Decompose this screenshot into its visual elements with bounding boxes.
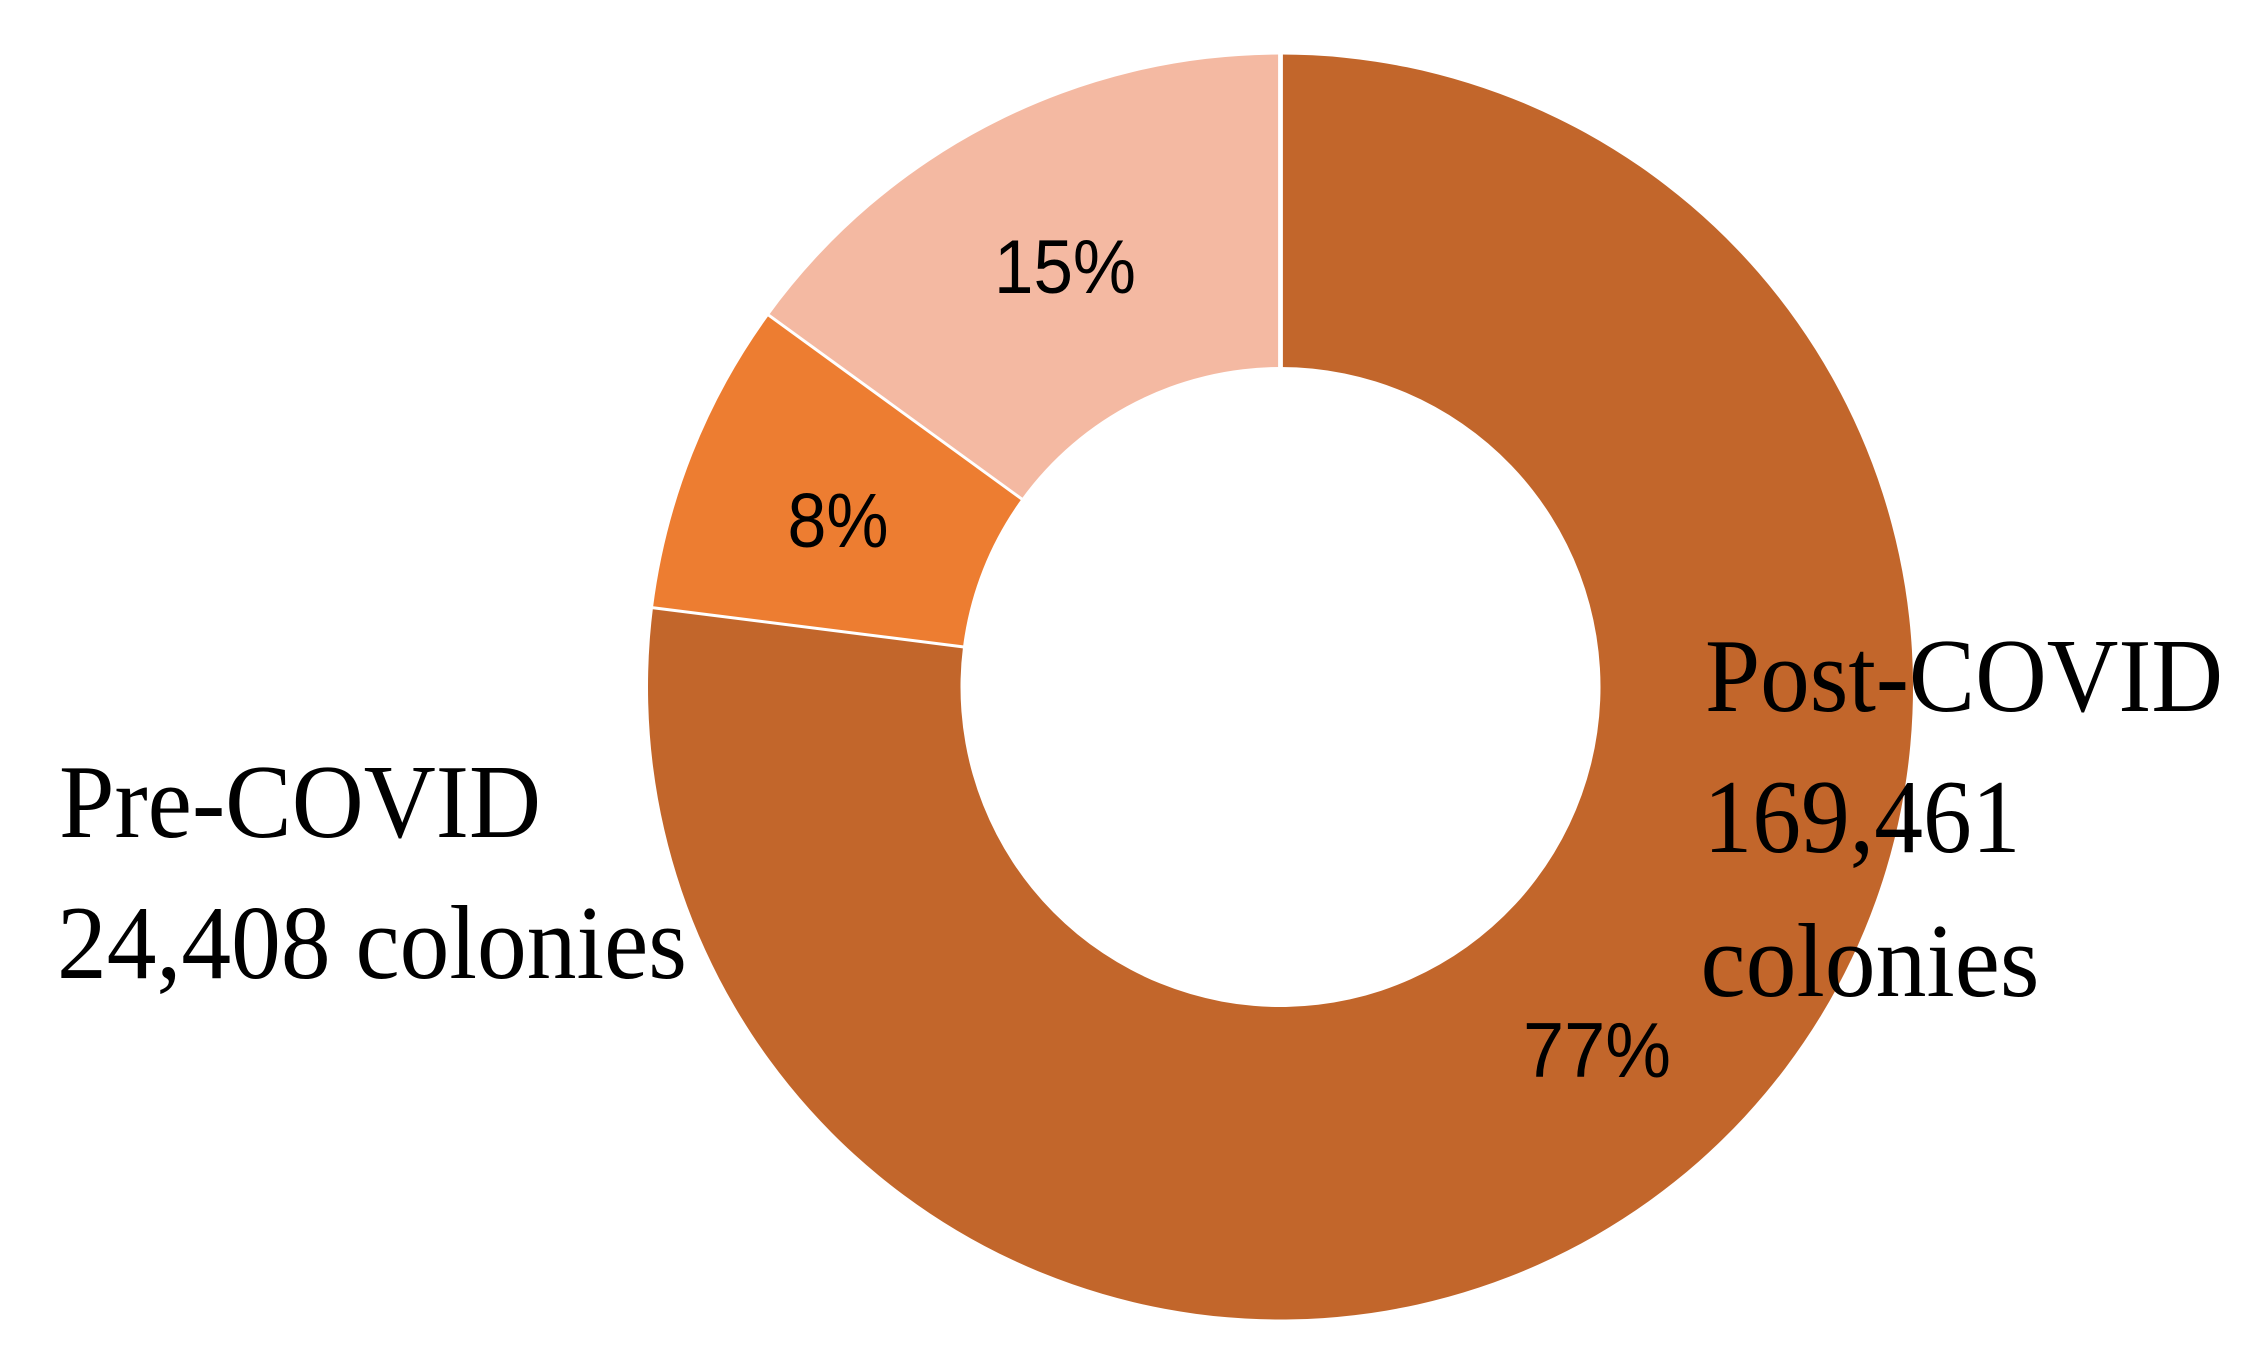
svg-text:169,461: 169,461 xyxy=(1704,758,2021,875)
svg-text:8%: 8% xyxy=(788,478,889,564)
svg-text:77%: 77% xyxy=(1523,1006,1671,1094)
svg-text:15%: 15% xyxy=(994,225,1136,310)
svg-text:Post-COVID: Post-COVID xyxy=(1705,617,2223,734)
svg-text:24,408 colonies: 24,408 colonies xyxy=(57,884,687,1001)
svg-text:colonies: colonies xyxy=(1701,902,2040,1019)
svg-text:Pre-COVID: Pre-COVID xyxy=(59,743,541,860)
